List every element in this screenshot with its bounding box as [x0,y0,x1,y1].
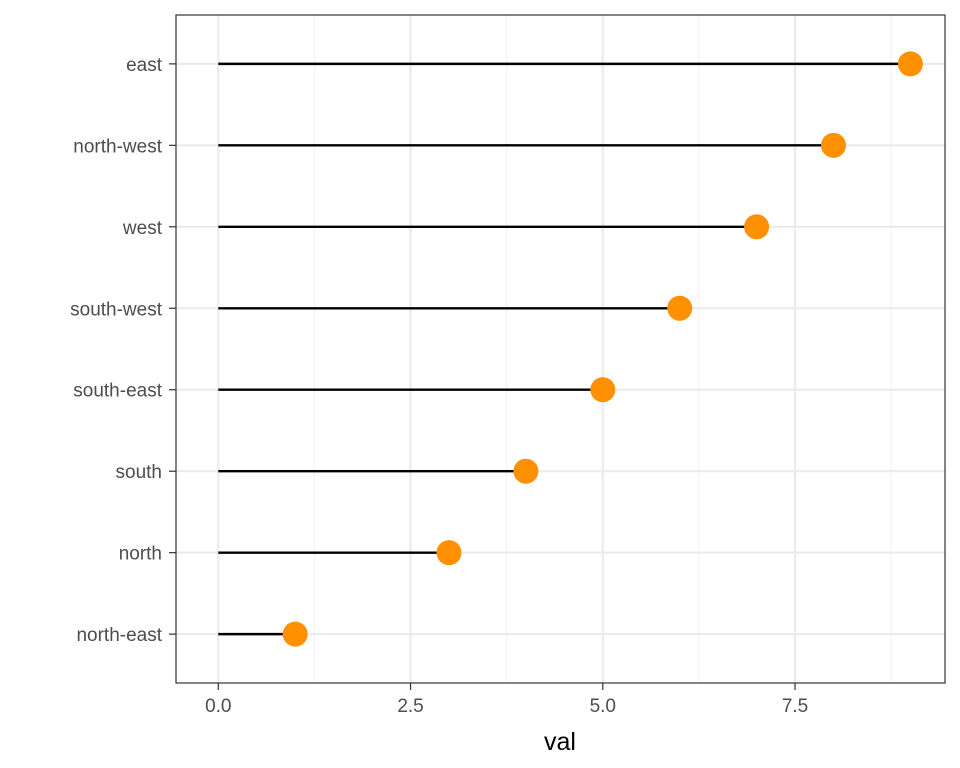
x-tick-label: 2.5 [397,696,423,717]
x-tick-label: 7.5 [782,696,808,717]
x-tick-label: 0.0 [205,696,231,717]
point-north-east [282,621,308,647]
point-south-west [667,295,693,321]
y-tick-label-north-west: north-west [73,136,162,157]
lollipop-stems [218,62,911,636]
panel-background [176,15,945,683]
point-east [897,51,923,77]
y-axis-ticks: north-east north south south-east south-west… [70,55,176,646]
point-north-west [820,132,846,158]
panel-border [175,14,946,684]
point-north [436,540,462,566]
lollipop-points [282,51,923,647]
y-tick-label-west: west [122,218,163,239]
point-south-east [590,377,616,403]
x-axis-ticks: 0.0 2.5 5.0 7.5 [205,683,808,717]
point-west [744,214,770,240]
x-axis-title: val [544,728,576,756]
y-tick-label-east: east [126,55,163,76]
y-tick-label-south-east: south-east [73,381,162,402]
y-tick-label-north: north [119,544,162,565]
point-south [513,458,539,484]
y-tick-label-north-east: north-east [76,625,162,646]
minor-gridlines [313,15,892,683]
y-tick-label-south-west: south-west [70,299,163,320]
x-tick-label: 5.0 [590,696,616,717]
y-tick-label-south: south [116,462,162,483]
